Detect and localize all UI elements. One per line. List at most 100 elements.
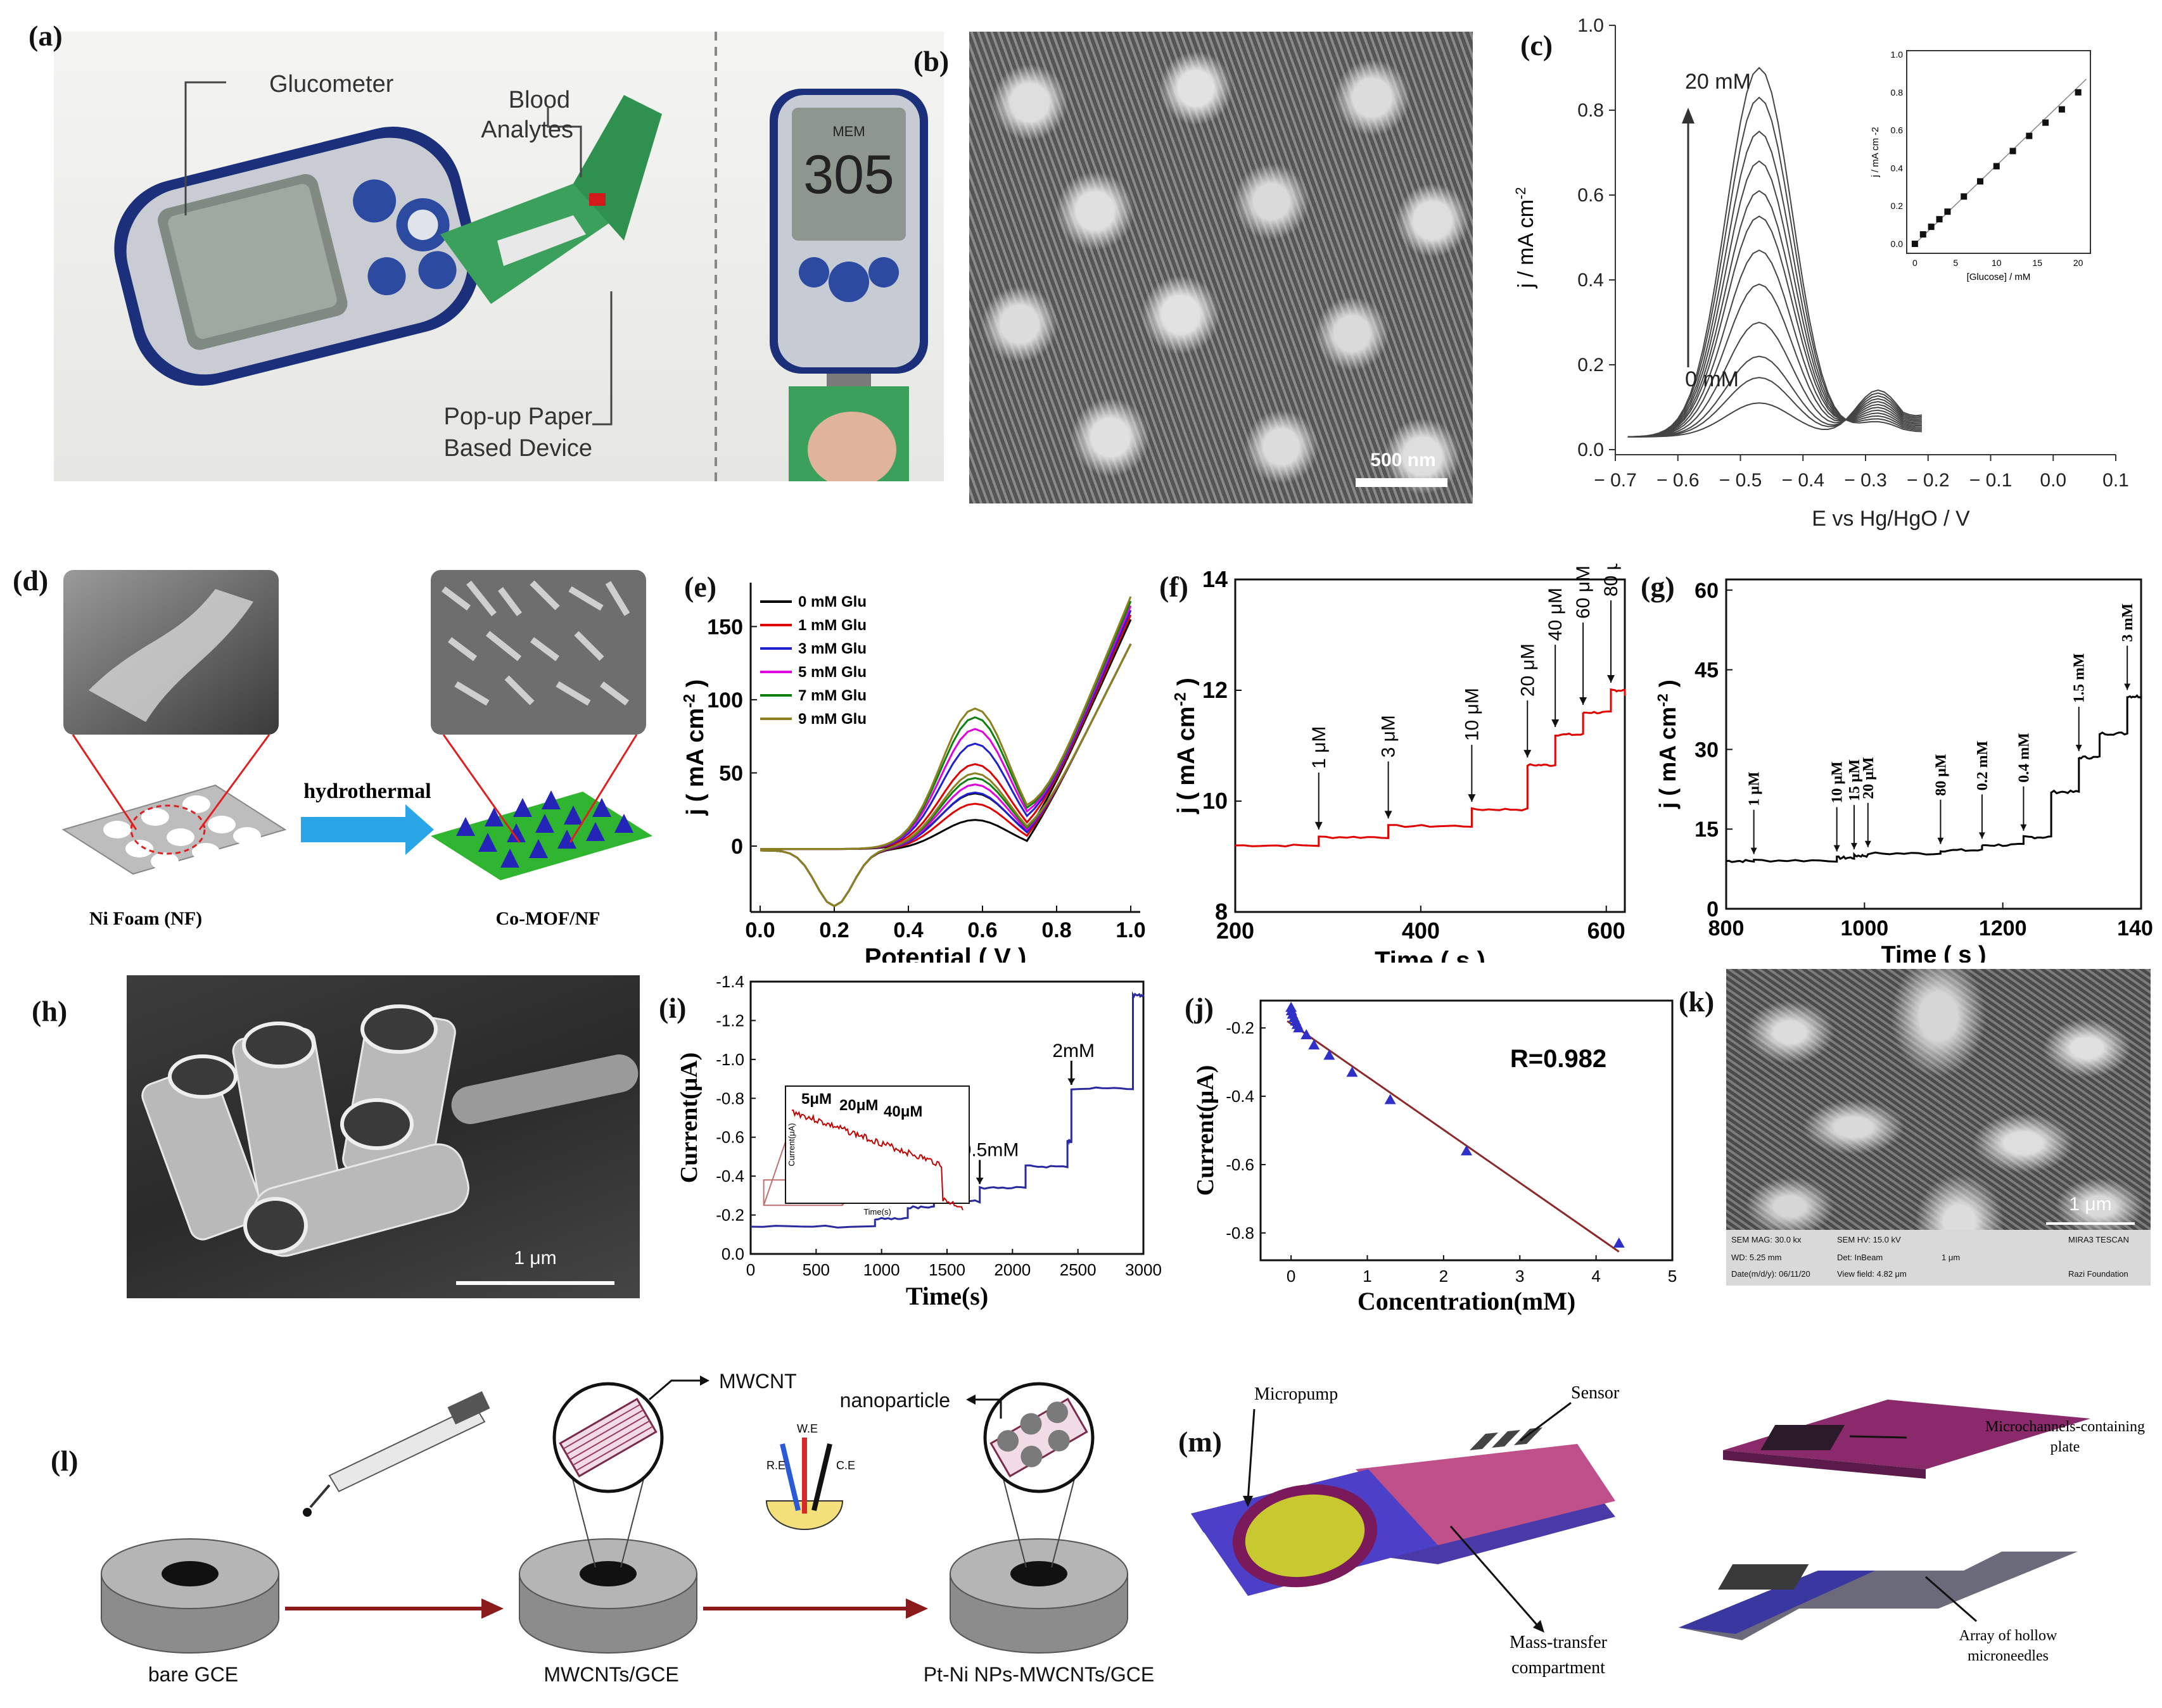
panel-l: (l) [13, 1362, 1191, 1704]
panel-k: (k) 1 μm SEM MAG: 30.0 kx SEM HV: 15.0 k… [1679, 969, 2154, 1298]
inset-point [2042, 119, 2049, 126]
meta-wd: WD: 5.25 mm [1731, 1253, 1782, 1262]
injection-arrowhead [2020, 824, 2027, 831]
y-tick-label: 0.6 [1577, 185, 1604, 206]
y-tick-label: -0.4 [1226, 1087, 1254, 1106]
y-tick-label: 1.0 [1577, 15, 1604, 36]
y-tick-label: 8 [1215, 899, 1228, 925]
injection-label: 15 μM [1847, 759, 1863, 801]
annotation-top: 20 mM [1685, 70, 1751, 94]
scale-text: 1 μm [514, 1248, 557, 1268]
co-mof-schematic: hydrothermal Ni Foam (NF) Co-MOF/NF [61, 570, 652, 929]
lsv-curve [1627, 249, 1922, 438]
electrode-schematic: MWCNT R.E W.E C.E [101, 1370, 1154, 1686]
data-point [1346, 1066, 1358, 1077]
chrono-trace [1235, 688, 1626, 848]
lsv-curve [1627, 130, 1922, 438]
ce-label: C.E [836, 1459, 855, 1472]
plate-label: plate [2051, 1439, 2080, 1455]
inset-point [2026, 132, 2033, 139]
microneedle-device-schematic: Micropump Sensor Mass-transfer compartme… [1191, 1383, 2145, 1678]
chrono-trace [1726, 694, 2142, 864]
bare-gce-disk [101, 1538, 279, 1654]
microchannels-label: Microchannels-containing [1985, 1419, 2145, 1435]
lsv-curve [1627, 96, 1922, 438]
inset-point [2009, 148, 2016, 155]
y-tick-label: 0.4 [1577, 270, 1604, 291]
injection-label: 0.2 mM [1974, 741, 1991, 791]
injection-arrowhead [1067, 1078, 1076, 1085]
callout-based-device: Based Device [444, 435, 592, 462]
inset-x-tick-label: 0 [1912, 258, 1917, 268]
x-tick-label: 0.2 [819, 918, 849, 942]
inset-y-axis-label: Current(μA) [787, 1123, 796, 1166]
meter-mem-text: MEM [832, 123, 865, 139]
x-tick-label: − 0.5 [1719, 470, 1762, 491]
pt-ni-gce-disk [950, 1382, 1128, 1654]
inset-point [1993, 163, 2000, 170]
y-axis-label: j ( mA cm-2 ) [1654, 680, 1681, 809]
inset-point [2075, 89, 2082, 96]
bare-gce-caption: bare GCE [148, 1663, 238, 1686]
panel-label-a: (a) [29, 20, 63, 52]
meta-hv: SEM HV: 15.0 kV [1837, 1235, 1901, 1244]
inset-point [1977, 178, 1983, 185]
panel-a: MEM 305 Glucometer Blood Analytes Pop-up… [25, 19, 950, 484]
panel-label-i: (i) [659, 992, 687, 1024]
x-tick-label: 3 [1515, 1267, 1524, 1286]
panel-e: (e) 0.0 0.2 0.4 0.6 0.8 1.0 0 50 100 150 j ( mA cm… [678, 570, 1159, 971]
injection-arrowhead [1833, 845, 1840, 852]
x-tick-label: 0.0 [2040, 470, 2066, 491]
y-axis-label: j ( mA cm-2 ) [682, 680, 709, 816]
injection-arrowhead [1750, 847, 1757, 854]
lsv-curve [1627, 190, 1922, 438]
x-tick-label: 200 [1216, 918, 1254, 944]
y-tick-label: 0.2 [1577, 355, 1604, 376]
injection-label: 2mM [1052, 1041, 1095, 1061]
cv-reverse-curve [760, 643, 1132, 908]
inset-y-tick-label: 1.0 [1891, 49, 1904, 60]
injection-label: 1 μM [1746, 771, 1763, 806]
injection-label: 20 μM [1517, 643, 1538, 697]
inset-y-tick-label: 0.4 [1891, 163, 1904, 173]
y-tick-label: 50 [719, 761, 743, 785]
lsv-curve [1627, 66, 1922, 438]
injection-arrowhead [976, 1177, 984, 1184]
injection-arrowhead [1937, 837, 1944, 844]
meta-scale: 1 μm [1942, 1253, 1961, 1262]
x-tick-label: − 0.6 [1656, 470, 1700, 491]
ni-foam-caption: Ni Foam (NF) [89, 908, 202, 929]
y-tick-label: 150 [707, 615, 743, 639]
plot-frame [1234, 578, 1626, 913]
inset-trace [791, 1109, 963, 1211]
co-mof-caption: Co-MOF/NF [496, 908, 601, 929]
scale-bar [1356, 478, 1447, 487]
injection-arrowhead [1523, 750, 1532, 758]
y-tick-label: 14 [1202, 566, 1228, 592]
x-tick-label: − 0.3 [1844, 470, 1887, 491]
lsv-curve [1627, 377, 1922, 438]
y-axis-label: j / mA cm-2 [1513, 187, 1538, 288]
x-tick-label: 2 [1439, 1267, 1448, 1286]
callout-analytes: Analytes [481, 117, 573, 143]
panel-i: (i) 0 500 1000 1500 2000 2500 3000 0.0 -0.2 -0.4 -… [659, 972, 1166, 1343]
x-axis-label: Potential ( V ) [865, 944, 1027, 963]
data-point [1308, 1039, 1320, 1050]
pt-ni-caption: Pt-Ni NPs-MWCNTs/GCE [924, 1663, 1154, 1686]
y-tick-label: 30 [1695, 738, 1719, 762]
panel-label-k: (k) [1679, 985, 1715, 1018]
y-axis-label: Current(μA) [676, 1053, 703, 1184]
lsv-curve [1627, 215, 1922, 438]
injection-arrowhead [1850, 843, 1857, 850]
x-tick-label: 0.0 [745, 918, 775, 942]
x-tick-label: 5 [1668, 1267, 1677, 1286]
microchannels-plate [1723, 1400, 2090, 1469]
data-point [1613, 1237, 1625, 1248]
x-tick-label: 2000 [994, 1260, 1031, 1279]
hydrothermal-arrow [301, 804, 434, 855]
x-axis-label: Concentration(mM) [1358, 1287, 1575, 1315]
inset-point [1919, 231, 1926, 238]
x-tick-label: 1.0 [1116, 918, 1145, 942]
legend-label: 5 mM Glu [798, 664, 867, 681]
